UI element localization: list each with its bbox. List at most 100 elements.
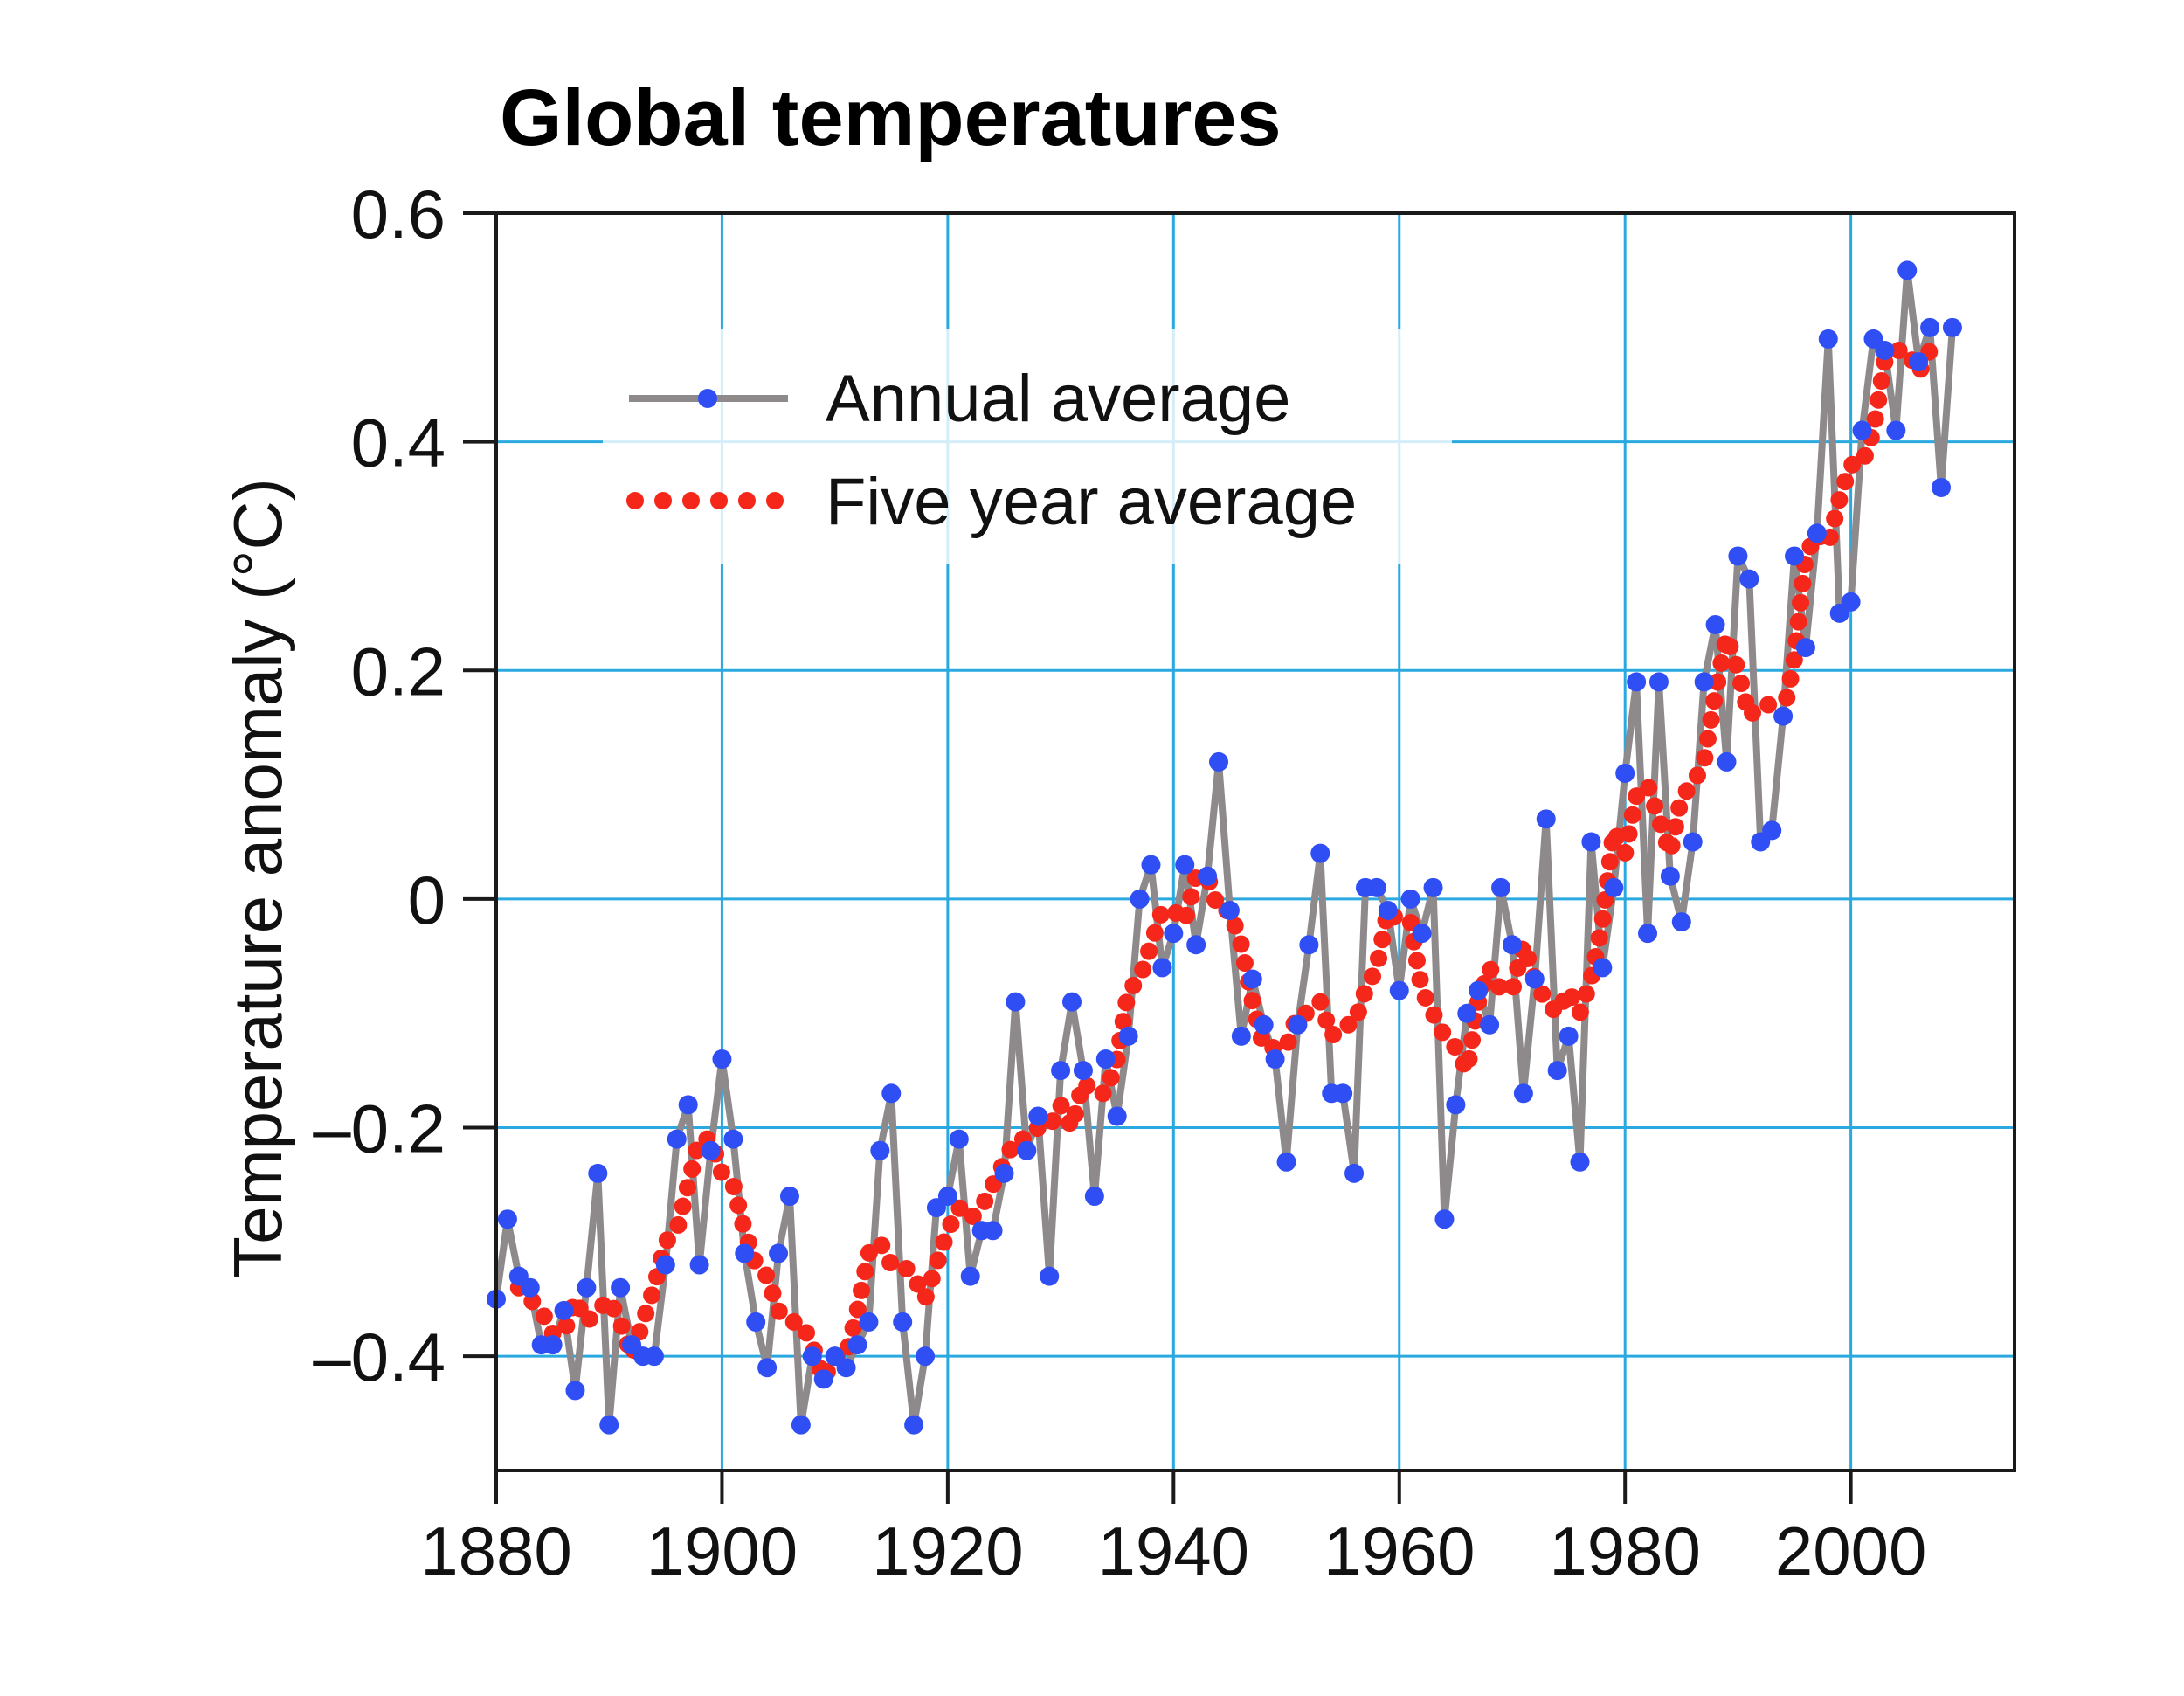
annual-point <box>1118 1026 1138 1046</box>
legend-five-year-dot <box>710 492 728 509</box>
annual-point <box>1886 420 1906 440</box>
annual-point <box>1942 317 1962 337</box>
x-axis-ticks: 1880 1900 1920 1940 1960 1980 2000 <box>420 1471 1926 1589</box>
annual-line-segment <box>1904 267 1923 366</box>
annual-point <box>1389 980 1409 1000</box>
annual-point <box>1604 877 1624 897</box>
annual-point <box>588 1163 608 1183</box>
annual-line-segment <box>1317 849 1336 1097</box>
annual-point <box>1265 1049 1285 1070</box>
annual-point <box>1378 900 1398 920</box>
legend-label-five-year: Five year average <box>826 465 1357 539</box>
annual-point <box>1694 672 1714 692</box>
annual-point <box>1717 751 1737 772</box>
annual-point <box>1423 877 1443 897</box>
x-tick-label: 1940 <box>1098 1513 1250 1589</box>
y-tick-label: –0.4 <box>313 1319 446 1395</box>
annual-point <box>577 1277 597 1298</box>
annual-point <box>802 1346 822 1367</box>
chart-title: Global temperatures <box>500 73 1282 163</box>
annual-point <box>1130 889 1150 909</box>
plot-frame <box>494 211 2016 1472</box>
annual-point <box>1593 958 1613 978</box>
y-axis-ticks: 0.6 0.4 0.2 0 –0.2 –0.4 <box>313 176 496 1395</box>
annual-point <box>1366 877 1386 897</box>
annual-line-segment <box>888 1090 907 1326</box>
annual-line-segment <box>1351 883 1369 1177</box>
annual-point <box>813 1369 833 1389</box>
annual-line-segment <box>493 1215 511 1303</box>
annual-point <box>904 1415 924 1435</box>
annual-point <box>1073 1061 1093 1081</box>
annual-point <box>1310 843 1330 863</box>
legend-five-year-swatch <box>626 492 784 509</box>
annual-point <box>1186 935 1206 955</box>
annual-point <box>1333 1083 1353 1104</box>
annual-line-segment <box>1542 815 1561 1075</box>
annual-point <box>655 1255 675 1275</box>
legend-box <box>603 329 1452 564</box>
annual-point <box>1006 992 1026 1012</box>
annual-point <box>667 1129 687 1149</box>
y-tick-label: –0.2 <box>313 1090 446 1167</box>
y-tick-label: 0.6 <box>351 176 446 253</box>
annual-point <box>1491 877 1511 897</box>
annual-point <box>1536 809 1556 829</box>
annual-point <box>1547 1061 1567 1081</box>
annual-point <box>1524 969 1545 989</box>
annual-point <box>881 1083 902 1104</box>
annual-point <box>1615 764 1635 784</box>
annual-point <box>701 1140 721 1160</box>
annual-point <box>735 1243 755 1263</box>
y-tick-label: 0 <box>408 862 446 938</box>
annual-point <box>1932 477 1952 497</box>
annual-point <box>1920 317 1940 337</box>
y-tick-label: 0.2 <box>351 633 446 710</box>
legend-five-year-dot <box>682 492 700 509</box>
legend: Annual average Five year average <box>603 329 1452 564</box>
annual-point <box>1773 706 1794 726</box>
annual-point <box>1028 1106 1048 1126</box>
annual-point <box>1107 1106 1127 1126</box>
annual-line-segment <box>865 1146 884 1326</box>
annual-point <box>543 1335 563 1355</box>
y-tick-label: 0.4 <box>351 405 446 481</box>
annual-point <box>1671 912 1691 932</box>
annual-line-segment <box>797 1353 816 1429</box>
annual-point <box>1051 1061 1071 1081</box>
annual-point <box>1841 592 1861 612</box>
annual-point <box>1141 855 1161 875</box>
annual-point <box>1084 1187 1104 1207</box>
annual-average-markers <box>487 260 1962 1435</box>
annual-line-segment <box>503 1215 522 1280</box>
annual-point <box>960 1266 980 1286</box>
annual-point <box>1559 1026 1579 1046</box>
annual-line-segment <box>1587 838 1607 972</box>
x-tick-label: 1920 <box>872 1513 1024 1589</box>
annual-point <box>1480 1014 1500 1035</box>
annual-line-segment <box>910 1353 930 1429</box>
annual-line-segment <box>617 1284 636 1349</box>
annual-line-segment <box>1768 712 1787 834</box>
annual-point <box>1897 260 1918 280</box>
annual-point <box>1818 329 1838 349</box>
annual-point <box>1276 1152 1296 1172</box>
annual-point <box>779 1187 799 1207</box>
annual-point <box>1627 672 1647 692</box>
annual-point <box>949 1129 969 1149</box>
annual-line-segment <box>1519 975 1538 1097</box>
annual-line-segment <box>741 1250 760 1326</box>
annual-line-segment <box>1633 678 1652 938</box>
annual-point <box>870 1140 890 1160</box>
annual-point <box>1705 614 1725 634</box>
annual-line-segment <box>1497 883 1516 949</box>
annual-point <box>1581 832 1601 852</box>
annual-line-segment <box>1441 1101 1460 1223</box>
annual-point <box>983 1221 1003 1241</box>
annual-point <box>1017 1140 1037 1160</box>
annual-point <box>1683 832 1703 852</box>
annual-point <box>757 1358 778 1378</box>
annual-point <box>1152 958 1172 978</box>
annual-point <box>1807 523 1827 543</box>
